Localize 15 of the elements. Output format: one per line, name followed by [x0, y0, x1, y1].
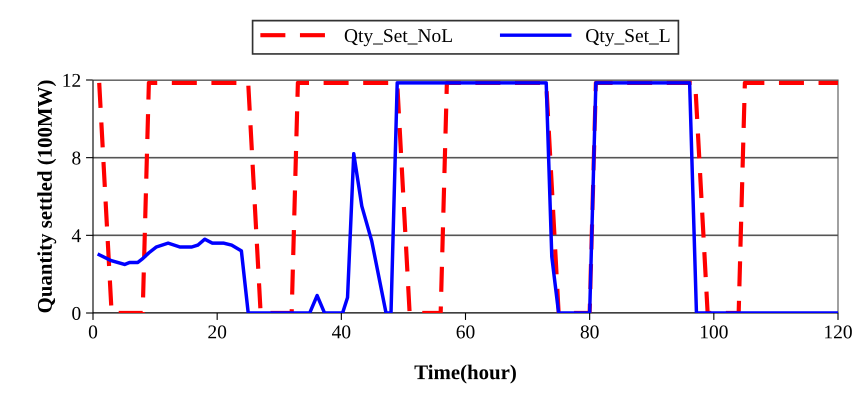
y-tick-label: 12: [63, 74, 80, 87]
x-tick-label: 80: [580, 325, 599, 338]
y-tick-label: 4: [72, 229, 81, 242]
legend-label: Qty_Set_NoL: [344, 29, 452, 46]
y-tick-label: 0: [72, 306, 80, 320]
x-tick-label: 60: [456, 325, 474, 338]
x-tick-label: 40: [332, 325, 350, 338]
x-tick-label: 20: [208, 325, 226, 338]
x-axis-title: Time(hour): [414, 364, 516, 384]
x-tick-label: 120: [825, 325, 852, 338]
y-axis-title: Quantity settled (100MW): [37, 80, 56, 312]
x-tick-label: 100: [700, 325, 728, 338]
legend-label: Qty_Set_L: [586, 29, 670, 46]
y-tick-label: 8: [72, 151, 80, 165]
x-tick-label: 0: [88, 325, 98, 338]
